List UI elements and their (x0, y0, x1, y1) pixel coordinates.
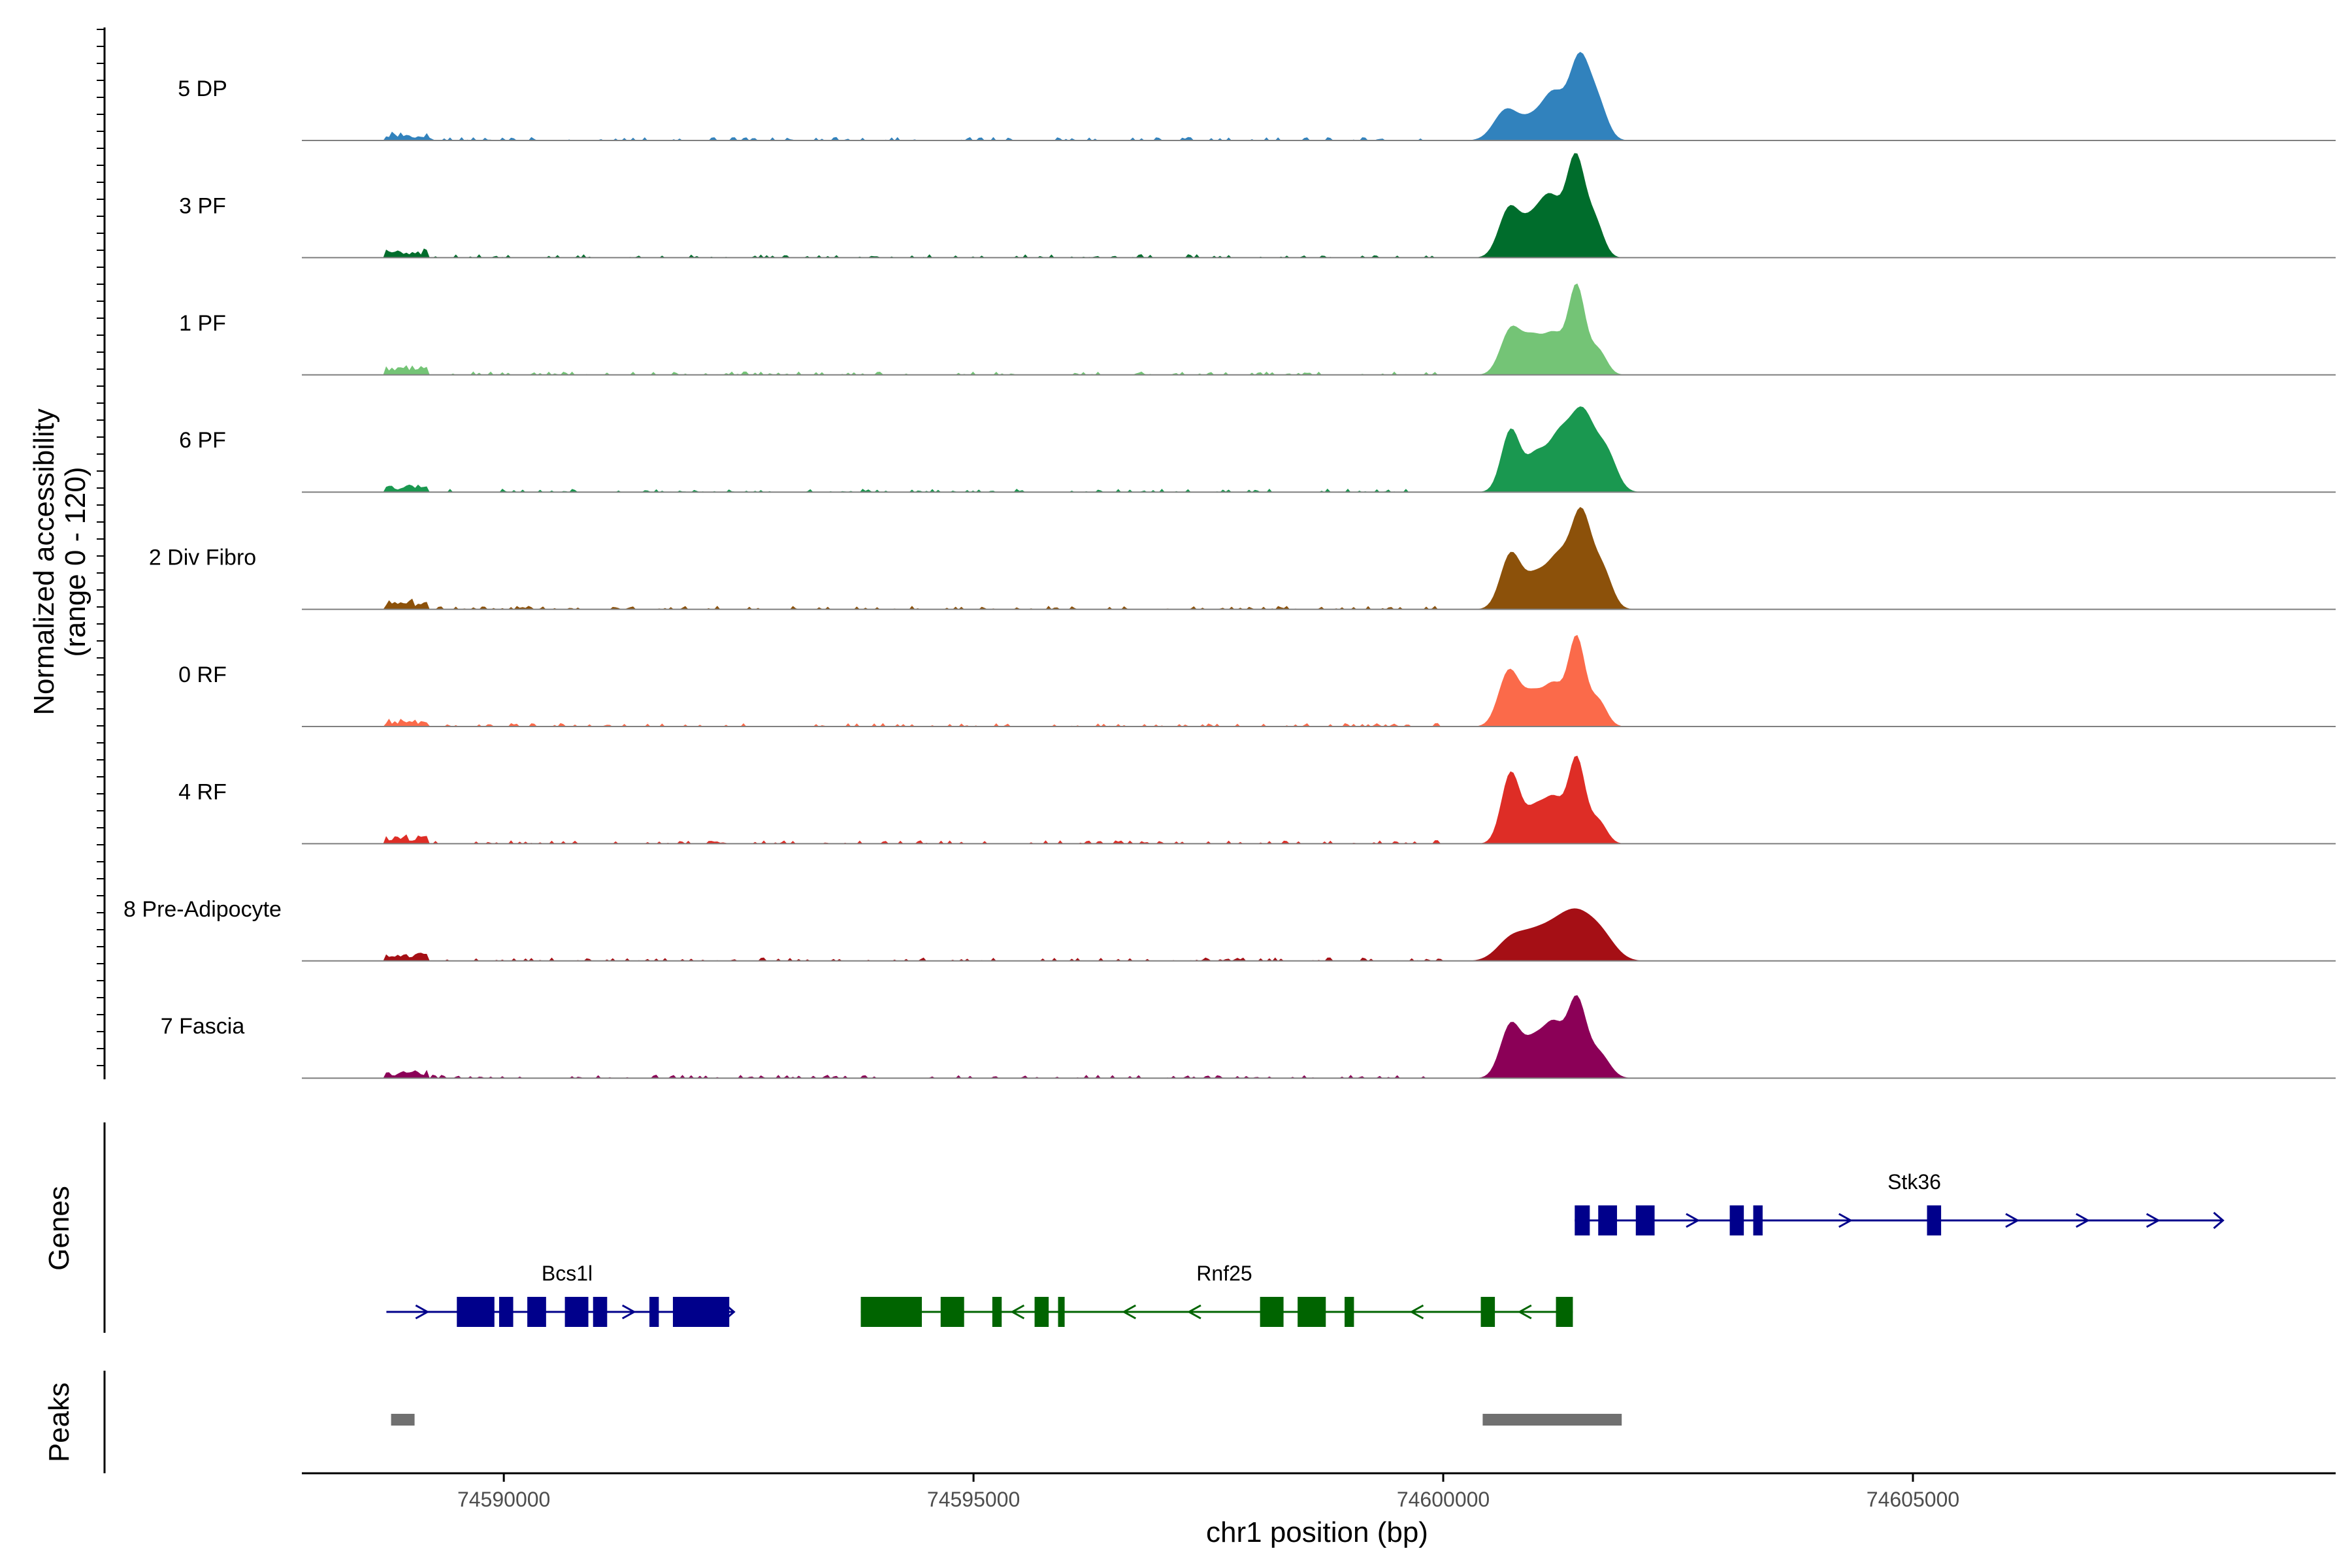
track-label: 4 RF (178, 779, 227, 804)
accessibility-y-axis (97, 27, 105, 1079)
gene-Rnf25: Rnf25 (861, 1262, 1573, 1327)
gene-exon (565, 1297, 589, 1327)
gene-exon (593, 1297, 608, 1327)
x-tick-label: 74590000 (457, 1488, 550, 1511)
track-0: 5 DP (178, 52, 2336, 140)
gene-exon (527, 1297, 546, 1327)
gene-Bcs1l: Bcs1l (386, 1262, 734, 1327)
gene-exon (1556, 1297, 1573, 1327)
track-6: 4 RF (178, 756, 2336, 844)
x-axis-title: chr1 position (bp) (1206, 1516, 1428, 1548)
track-label: 3 PF (179, 193, 226, 218)
x-tick-label: 74605000 (1867, 1488, 1959, 1511)
peak-region (1482, 1414, 1622, 1426)
coverage-plot: 5 DP 3 PF 1 PF 6 PF 2 Div Fibro 0 RF 4 RF 8 Pre… (0, 0, 2352, 1568)
track-area (302, 908, 2336, 960)
track-label: 6 PF (179, 428, 226, 453)
track-label: 7 Fascia (161, 1014, 245, 1039)
track-area (302, 756, 2336, 844)
y-axis-title-line2: (range 0 - 120) (59, 466, 91, 657)
gene-exon (1636, 1205, 1655, 1235)
gene-exon (1058, 1297, 1064, 1327)
gene-exon (1035, 1297, 1049, 1327)
track-area (302, 52, 2336, 140)
x-tick-label: 74595000 (927, 1488, 1020, 1511)
gene-exon (649, 1297, 659, 1327)
gene-exon (499, 1297, 514, 1327)
track-label: 0 RF (178, 662, 227, 687)
x-tick-label: 74600000 (1397, 1488, 1490, 1511)
gene-exon (673, 1297, 729, 1327)
track-area (302, 635, 2336, 727)
accessibility-tracks: 5 DP 3 PF 1 PF 6 PF 2 Div Fibro 0 RF 4 RF 8 Pre… (123, 52, 2336, 1078)
peak-region (391, 1414, 415, 1426)
track-label: 5 DP (178, 76, 227, 101)
gene-exon (457, 1297, 495, 1327)
track-2: 1 PF (179, 284, 2336, 375)
track-area (302, 406, 2336, 492)
track-area (302, 153, 2336, 257)
track-area (302, 507, 2336, 610)
track-8: 7 Fascia (161, 995, 2336, 1078)
track-area (302, 284, 2336, 375)
track-label: 2 Div Fibro (149, 546, 256, 570)
track-4: 2 Div Fibro (149, 507, 2336, 610)
gene-exon (1345, 1297, 1354, 1327)
gene-label: Rnf25 (1196, 1262, 1252, 1285)
gene-exon (1730, 1205, 1744, 1235)
gene-exon (1575, 1205, 1590, 1235)
gene-Stk36: Stk36 (1575, 1170, 2223, 1235)
track-label: 8 Pre-Adipocyte (123, 897, 282, 922)
gene-label: Stk36 (1887, 1170, 1941, 1194)
y-axis-title-line1: Normalized accessibility (28, 408, 60, 715)
track-label: 1 PF (179, 311, 226, 336)
genes-track-title: Genes (43, 1186, 75, 1271)
gene-exon (1260, 1297, 1284, 1327)
gene-exon (1481, 1297, 1495, 1327)
x-axis-ticks: 74590000 74595000 74600000 74605000 (457, 1473, 1959, 1511)
gene-exon (1927, 1205, 1942, 1235)
gene-exon (861, 1297, 922, 1327)
gene-exon (992, 1297, 1002, 1327)
peaks-track-title: Peaks (43, 1382, 75, 1462)
gene-label: Bcs1l (542, 1262, 593, 1285)
genes-track: Stk36 Bcs1l Rnf25 (386, 1170, 2223, 1327)
gene-exon (1598, 1205, 1617, 1235)
gene-exon (1298, 1297, 1326, 1327)
track-5: 0 RF (178, 635, 2336, 727)
track-7: 8 Pre-Adipocyte (123, 897, 2336, 961)
track-1: 3 PF (179, 153, 2336, 257)
peaks-track (391, 1414, 1622, 1426)
gene-exon (941, 1297, 964, 1327)
track-area (302, 995, 2336, 1078)
gene-exon (1754, 1205, 1763, 1235)
track-3: 6 PF (179, 406, 2336, 492)
